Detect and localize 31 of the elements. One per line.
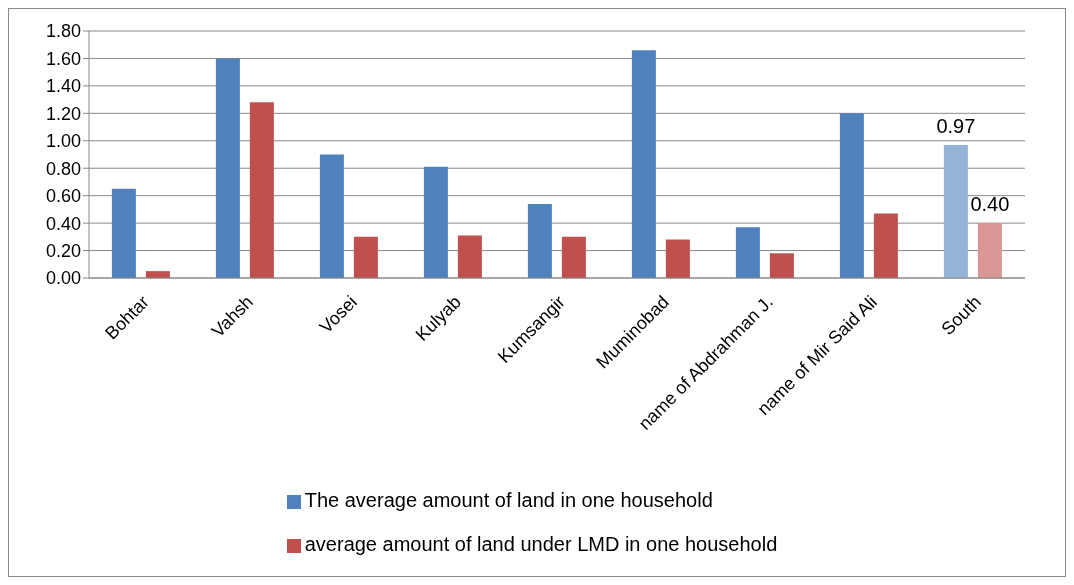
bar: [943, 144, 968, 278]
bar: [769, 253, 794, 278]
data-label: 0.40: [970, 193, 1010, 216]
bar: [873, 213, 898, 278]
bar: [665, 239, 690, 278]
y-tick-label: 1.80: [45, 21, 81, 42]
bar: [561, 236, 586, 278]
y-tick-label: 1.00: [45, 131, 81, 152]
y-tick-label: 0.00: [45, 268, 81, 289]
bar: [249, 102, 274, 278]
legend-label: The average amount of land in one household: [304, 489, 713, 511]
bar: [735, 227, 760, 278]
legend-label: average amount of land under LMD in one household: [304, 533, 778, 555]
y-tick-label: 0.20: [45, 240, 81, 261]
bar: [631, 50, 656, 278]
bar: [423, 166, 448, 278]
data-label: 0.97: [936, 114, 976, 137]
y-tick-label: 0.40: [45, 213, 81, 234]
bar: [215, 58, 240, 278]
y-tick-label: 1.40: [45, 76, 81, 97]
y-tick-label: 1.20: [45, 103, 81, 124]
bar: [353, 236, 378, 278]
bar: [977, 223, 1002, 278]
y-tick-label: 1.60: [45, 48, 81, 69]
bar: [319, 154, 344, 278]
y-tick-label: 0.80: [45, 158, 81, 179]
bar: [527, 203, 552, 278]
bar: [839, 113, 864, 278]
y-tick-label: 0.60: [45, 186, 81, 207]
bar: [457, 235, 482, 278]
bar: [111, 188, 136, 278]
